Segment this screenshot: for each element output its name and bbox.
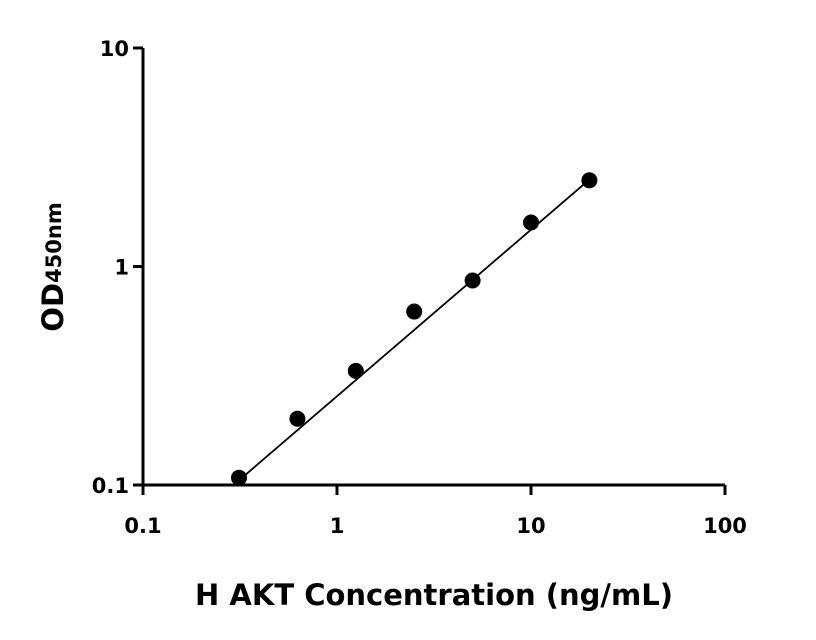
data-point <box>581 172 598 189</box>
y-axis-title-sub: 450nm <box>42 202 66 283</box>
x-tick-label: 1 <box>330 514 345 538</box>
data-point <box>347 362 364 379</box>
data-point <box>289 410 306 427</box>
y-tick-label: 1 <box>114 256 129 280</box>
data-point <box>231 469 248 486</box>
y-axis-title-main: OD <box>36 283 70 332</box>
data-point <box>523 214 539 231</box>
x-tick-label: 100 <box>703 514 747 538</box>
x-axis-title: H AKT Concentration (ng/mL) <box>195 578 673 612</box>
data-point <box>464 272 481 289</box>
x-tick-label: 10 <box>516 514 545 538</box>
data-point <box>406 303 423 320</box>
y-tick-label: 10 <box>100 37 129 61</box>
x-tick-label: 0.1 <box>124 514 161 538</box>
y-axis-title: OD450nm <box>36 202 70 331</box>
y-tick-label: 0.1 <box>92 474 129 498</box>
